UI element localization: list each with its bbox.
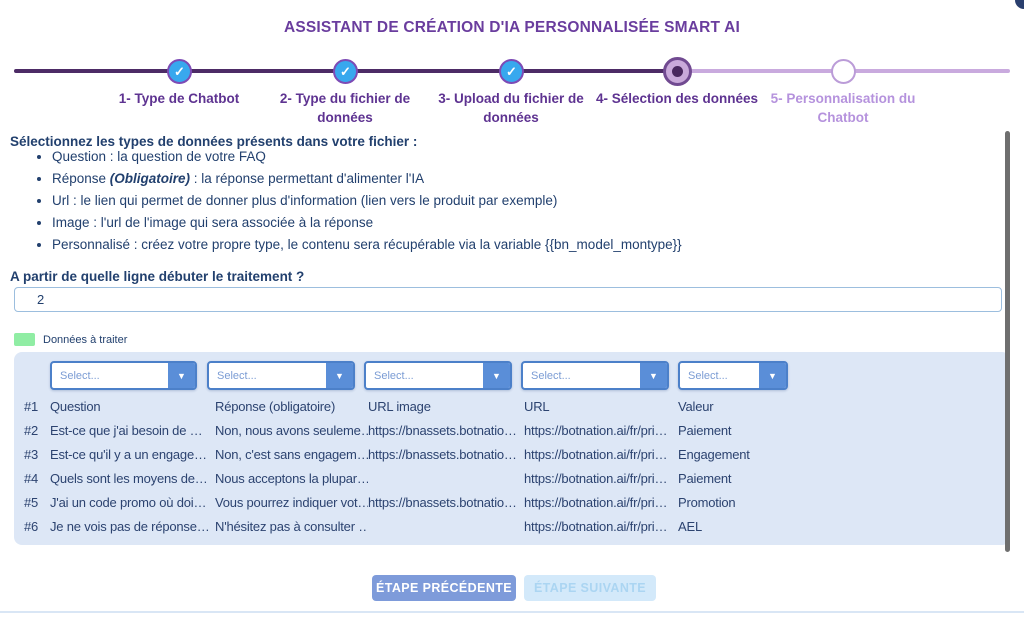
step-1-circle[interactable]: ✓	[167, 59, 192, 84]
table-row: #4 Quels sont les moyens de… Nous accept…	[24, 470, 732, 486]
chevron-down-icon[interactable]: ▼	[326, 363, 353, 388]
column-5-type-select[interactable]: Select... ▼	[678, 361, 788, 390]
bottom-divider	[0, 611, 1024, 613]
legend-label: Données à traiter	[43, 333, 128, 346]
row-number: #2	[24, 422, 39, 438]
row-number: #5	[24, 494, 39, 510]
chevron-down-icon[interactable]: ▼	[759, 363, 786, 388]
next-step-button[interactable]: ÉTAPE SUIVANTE	[524, 575, 656, 601]
step-5-circle[interactable]	[831, 59, 856, 84]
step-4-label: 4- Sélection des données	[595, 91, 759, 106]
corner-decoration	[1015, 0, 1024, 9]
column-1-type-select[interactable]: Select... ▼	[50, 361, 197, 390]
row-number: #6	[24, 518, 39, 534]
bullet-image: Image : l'url de l'image qui sera associ…	[52, 215, 682, 231]
data-table: Select... ▼ Select... ▼ Select... ▼ Sele…	[14, 352, 1010, 545]
step-1-label: 1- Type de Chatbot	[118, 91, 240, 106]
step-2-circle[interactable]: ✓	[333, 59, 358, 84]
row-number: #3	[24, 446, 39, 462]
instructions-heading: Sélectionnez les types de données présen…	[10, 134, 418, 149]
check-icon: ✓	[340, 63, 351, 79]
column-3-type-select[interactable]: Select... ▼	[364, 361, 512, 390]
page-title: ASSISTANT DE CRÉATION D'IA PERSONNALISÉE…	[283, 19, 741, 36]
instructions-list: Question : la question de votre FAQ Répo…	[52, 149, 682, 259]
legend-green-swatch	[14, 333, 35, 346]
bullet-question: Question : la question de votre FAQ	[52, 149, 682, 165]
chevron-down-icon[interactable]: ▼	[483, 363, 510, 388]
step-5-label: 5- Personnalisation du Chatbot	[770, 91, 916, 125]
check-icon: ✓	[174, 63, 185, 79]
table-header-row: #1 Question Réponse (obligatoire) URL im…	[24, 398, 714, 414]
row-number: #1	[24, 398, 39, 414]
step-2-label: 2- Type du fichier de données	[279, 91, 411, 125]
bullet-url: Url : le lien qui permet de donner plus …	[52, 193, 682, 209]
current-step-dot-icon	[672, 66, 683, 77]
legend: Données à traiter	[14, 333, 127, 346]
bullet-reponse: Réponse (Obligatoire) : la réponse perme…	[52, 171, 682, 187]
table-row: #3 Est-ce qu'il y a un engage… Non, c'es…	[24, 446, 750, 462]
check-icon: ✓	[506, 63, 517, 79]
row-number: #4	[24, 470, 39, 486]
chevron-down-icon[interactable]: ▼	[640, 363, 667, 388]
step-4-circle[interactable]	[663, 57, 692, 86]
column-type-selectors: Select... ▼ Select... ▼ Select... ▼ Sele…	[50, 361, 788, 390]
chevron-down-icon[interactable]: ▼	[168, 363, 195, 388]
step-3-circle[interactable]: ✓	[499, 59, 524, 84]
vertical-scrollbar[interactable]	[1005, 131, 1010, 552]
table-row: #6 Je ne vois pas de réponse… N'hésitez …	[24, 518, 702, 534]
table-row: #5 J'ai un code promo où doi… Vous pourr…	[24, 494, 736, 510]
start-line-input[interactable]	[14, 287, 1002, 312]
table-row: #2 Est-ce que j'ai besoin de … Non, nous…	[24, 422, 732, 438]
table-rows: #1 Question Réponse (obligatoire) URL im…	[14, 394, 1010, 538]
column-4-type-select[interactable]: Select... ▼	[521, 361, 669, 390]
column-2-type-select[interactable]: Select... ▼	[207, 361, 355, 390]
bullet-personnalise: Personnalisé : créez votre propre type, …	[52, 237, 682, 253]
previous-step-button[interactable]: ÉTAPE PRÉCÉDENTE	[372, 575, 516, 601]
start-line-label: A partir de quelle ligne débuter le trai…	[10, 269, 305, 284]
obligatoire-emphasis: (Obligatoire)	[109, 171, 191, 186]
step-3-label: 3- Upload du fichier de données	[438, 91, 584, 125]
